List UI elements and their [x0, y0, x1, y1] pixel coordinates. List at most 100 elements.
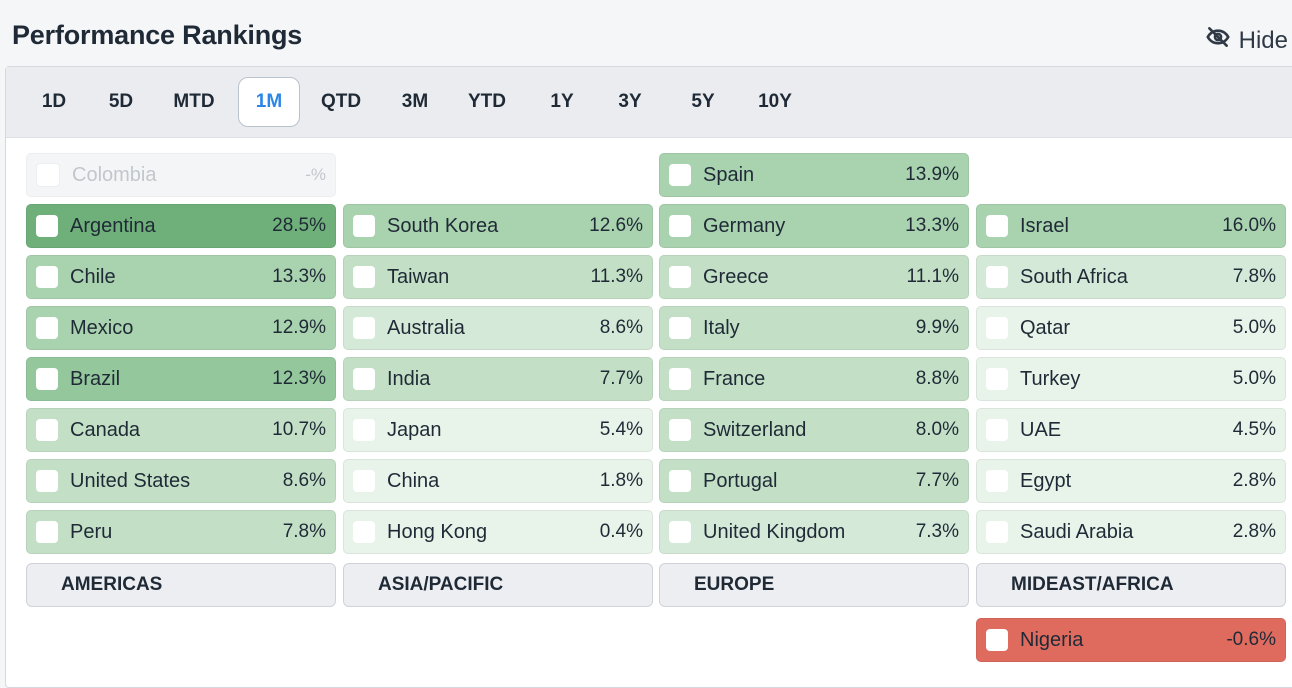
country-cell-germany[interactable]: Germany 13.3% [659, 204, 969, 248]
country-name: Japan [387, 418, 442, 441]
tab-5d[interactable]: 5D [108, 91, 134, 112]
country-checkbox[interactable] [986, 215, 1008, 237]
country-checkbox[interactable] [669, 521, 691, 543]
country-cell-italy[interactable]: Italy 9.9% [659, 306, 969, 350]
country-cell-mexico[interactable]: Mexico 12.9% [26, 306, 336, 350]
country-checkbox[interactable] [986, 419, 1008, 441]
country-checkbox[interactable] [669, 164, 691, 186]
country-name: Canada [70, 418, 141, 441]
country-name: United Kingdom [703, 520, 846, 543]
country-cell-australia[interactable]: Australia 8.6% [343, 306, 653, 350]
country-checkbox[interactable] [36, 470, 58, 492]
region-europe[interactable]: EUROPE [659, 563, 969, 607]
country-name: Brazil [70, 367, 121, 390]
country-name: Italy [703, 316, 740, 339]
country-checkbox[interactable] [36, 163, 60, 187]
country-return: -% [305, 165, 326, 184]
country-cell-united-states[interactable]: United States 8.6% [26, 459, 336, 503]
country-cell-united-kingdom[interactable]: United Kingdom 7.3% [659, 510, 969, 554]
country-name: Israel [1020, 214, 1069, 237]
hide-button[interactable]: Hide [1205, 24, 1288, 57]
country-cell-nigeria[interactable]: Nigeria -0.6% [976, 618, 1286, 662]
country-cell-japan[interactable]: Japan 5.4% [343, 408, 653, 452]
country-name: Nigeria [1020, 628, 1084, 651]
country-cell-qatar[interactable]: Qatar 5.0% [976, 306, 1286, 350]
country-cell-saudi-arabia[interactable]: Saudi Arabia 2.8% [976, 510, 1286, 554]
tab-3y[interactable]: 3Y [618, 91, 642, 112]
country-return: 13.3% [272, 266, 326, 287]
country-checkbox[interactable] [36, 317, 58, 339]
country-cell-uae[interactable]: UAE 4.5% [976, 408, 1286, 452]
country-name: Hong Kong [387, 520, 488, 543]
country-cell-south-korea[interactable]: South Korea 12.6% [343, 204, 653, 248]
country-checkbox[interactable] [986, 266, 1008, 288]
country-checkbox[interactable] [986, 629, 1008, 651]
country-cell-france[interactable]: France 8.8% [659, 357, 969, 401]
country-name: Turkey [1020, 367, 1081, 390]
country-name: China [387, 469, 440, 492]
country-name: Portugal [703, 469, 778, 492]
country-cell-chile[interactable]: Chile 13.3% [26, 255, 336, 299]
country-checkbox[interactable] [353, 317, 375, 339]
country-cell-south-africa[interactable]: South Africa 7.8% [976, 255, 1286, 299]
region-mideast-africa[interactable]: MIDEAST/AFRICA [976, 563, 1286, 607]
country-cell-switzerland[interactable]: Switzerland 8.0% [659, 408, 969, 452]
page-title: Performance Rankings [12, 20, 303, 50]
country-cell-china[interactable]: China 1.8% [343, 459, 653, 503]
country-cell-taiwan[interactable]: Taiwan 11.3% [343, 255, 653, 299]
country-checkbox[interactable] [353, 521, 375, 543]
country-cell-turkey[interactable]: Turkey 5.0% [976, 357, 1286, 401]
country-checkbox[interactable] [669, 215, 691, 237]
country-return: 16.0% [1222, 215, 1276, 236]
country-checkbox[interactable] [986, 368, 1008, 390]
country-cell-hong-kong[interactable]: Hong Kong 0.4% [343, 510, 653, 554]
country-name: Germany [703, 214, 786, 237]
country-checkbox[interactable] [353, 266, 375, 288]
country-checkbox[interactable] [353, 470, 375, 492]
tab-10y[interactable]: 10Y [758, 91, 792, 112]
country-cell-israel[interactable]: Israel 16.0% [976, 204, 1286, 248]
tab-3m[interactable]: 3M [401, 91, 429, 112]
tab-5y[interactable]: 5Y [691, 91, 715, 112]
country-checkbox[interactable] [986, 470, 1008, 492]
country-cell-portugal[interactable]: Portugal 7.7% [659, 459, 969, 503]
country-name: United States [70, 469, 191, 492]
country-return: 8.6% [282, 470, 326, 491]
region-americas[interactable]: AMERICAS [26, 563, 336, 607]
country-checkbox[interactable] [353, 215, 375, 237]
country-checkbox[interactable] [986, 521, 1008, 543]
country-cell-argentina[interactable]: Argentina 28.5% [26, 204, 336, 248]
country-checkbox[interactable] [36, 521, 58, 543]
tab-mtd[interactable]: MTD [173, 91, 215, 112]
country-cell-spain[interactable]: Spain 13.9% [659, 153, 969, 197]
country-checkbox[interactable] [353, 368, 375, 390]
country-checkbox[interactable] [36, 215, 58, 237]
country-cell-greece[interactable]: Greece 11.1% [659, 255, 969, 299]
country-cell-canada[interactable]: Canada 10.7% [26, 408, 336, 452]
country-checkbox[interactable] [986, 317, 1008, 339]
country-checkbox[interactable] [669, 266, 691, 288]
country-return: 7.3% [915, 521, 959, 542]
country-cell-brazil[interactable]: Brazil 12.3% [26, 357, 336, 401]
country-checkbox[interactable] [36, 419, 58, 441]
country-return: 8.0% [915, 419, 959, 440]
country-cell-egypt[interactable]: Egypt 2.8% [976, 459, 1286, 503]
country-checkbox[interactable] [669, 419, 691, 441]
country-name: Argentina [70, 214, 156, 237]
country-checkbox[interactable] [669, 317, 691, 339]
country-cell-colombia[interactable]: Colombia -% [26, 153, 336, 197]
tab-1m[interactable]: 1M [238, 77, 300, 127]
tab-qtd[interactable]: QTD [320, 91, 362, 112]
tab-1d[interactable]: 1D [41, 91, 67, 112]
country-checkbox[interactable] [36, 368, 58, 390]
country-cell-peru[interactable]: Peru 7.8% [26, 510, 336, 554]
country-cell-india[interactable]: India 7.7% [343, 357, 653, 401]
tab-1y[interactable]: 1Y [550, 91, 574, 112]
country-checkbox[interactable] [353, 419, 375, 441]
region-asia-pacific[interactable]: ASIA/PACIFIC [343, 563, 653, 607]
country-checkbox[interactable] [669, 368, 691, 390]
tab-ytd[interactable]: YTD [468, 91, 506, 112]
country-checkbox[interactable] [36, 266, 58, 288]
country-checkbox[interactable] [669, 470, 691, 492]
country-name: Qatar [1020, 316, 1071, 339]
